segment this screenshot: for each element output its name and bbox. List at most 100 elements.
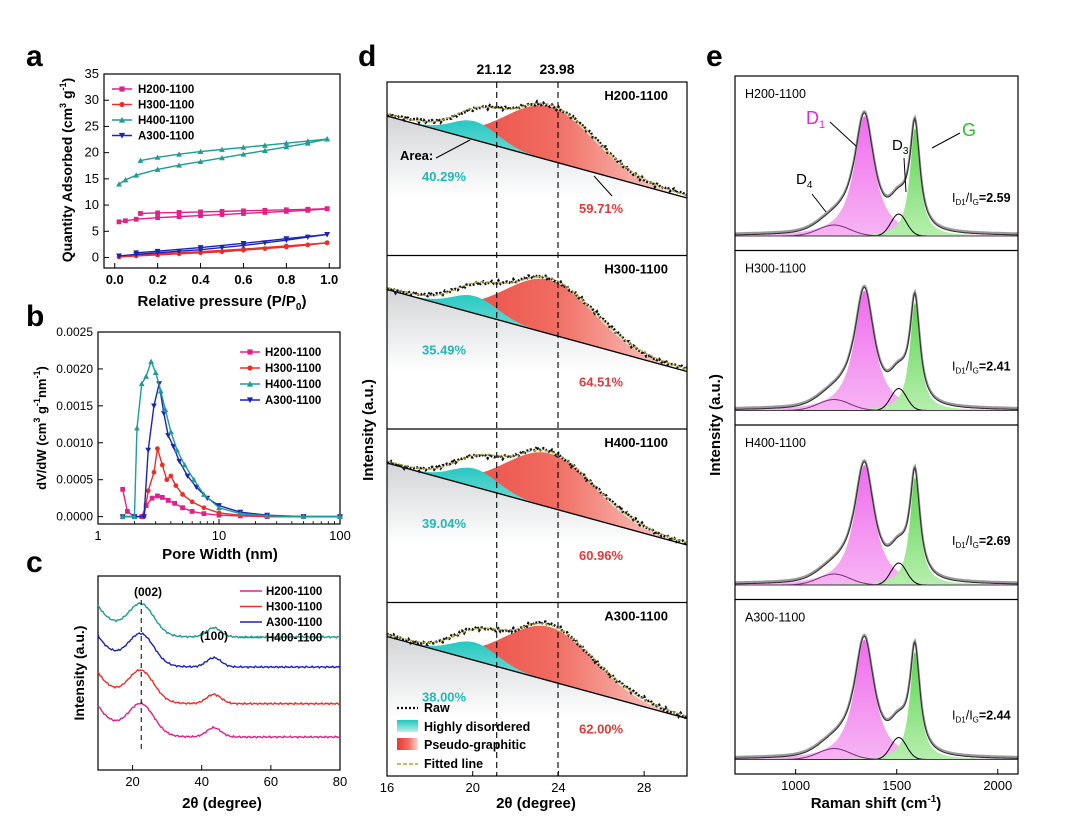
c-series-0 (97, 701, 341, 739)
d-fitted-line-0 (386, 102, 688, 197)
c-series-3 (97, 602, 341, 640)
a-point-0-desorption-9 (138, 211, 143, 216)
e-ratio-0: ID1/IG=2.59 (952, 191, 1011, 207)
b-point-2-1 (131, 513, 138, 520)
e-xtick-label-0: 1000 (781, 778, 810, 793)
b-ytick-label-2: 0.0010 (56, 436, 93, 450)
b-point-1-9 (173, 483, 179, 488)
b-legend-label-2: H400-1100 (265, 379, 321, 391)
d-highly-disordered-pct-2: 39.04% (422, 516, 467, 531)
c-legend-label-3: H400-1100 (266, 633, 322, 645)
a-point-0-desorption-6 (198, 209, 203, 215)
a-point-0-desorption-1 (305, 206, 311, 212)
e-subpanel-1: H300-1100 ID1/IG=2.41 (735, 249, 1018, 411)
b-point-2-9 (167, 428, 174, 435)
d-pseudo-graphitic-area-2 (387, 452, 687, 545)
a-legend-label-3: A300-1100 (138, 131, 194, 143)
b-point-1-12 (201, 505, 207, 511)
d-raw-line-2 (386, 444, 688, 545)
a-point-2-desorption-0 (324, 136, 331, 142)
a-point-0-adsorption-0 (116, 219, 122, 225)
b-point-2-17 (300, 513, 307, 520)
d-subpanel-title-0: H200-1100 (604, 88, 668, 103)
a-point-3-desorption-2 (240, 240, 247, 247)
d-subpanel-title-2: H400-1100 (604, 435, 668, 450)
a-ytick-label-0: 0 (92, 250, 99, 265)
panel-d-vline-label-1: 21.12 (476, 61, 511, 77)
panel-letter-b: b (26, 300, 44, 333)
b-point-3-10 (184, 473, 191, 479)
peak-label-d4: D4 (796, 171, 813, 191)
e-fit-line-3 (735, 635, 1018, 759)
a-point-0-desorption-7 (176, 210, 182, 215)
b-point-3-7 (165, 432, 172, 439)
e-subpanel-title-0: H200-1100 (745, 87, 806, 101)
b-point-1-8 (168, 473, 174, 479)
d-legend-label-1: Highly disordered (424, 720, 530, 734)
d-raw-line-0 (386, 99, 688, 197)
a-point-2-desorption-8 (154, 154, 161, 160)
d-baseline-2 (386, 462, 688, 546)
d-area-arrow-2 (593, 175, 613, 197)
b-point-3-9 (176, 458, 183, 465)
d-pseudo-graphitic-area-0 (387, 105, 687, 198)
a-point-0-adsorption-7 (241, 211, 246, 216)
panel-d-legend: Raw Highly disordered Pseudo-graphitic Fitt… (397, 701, 530, 771)
a-legend-label-2: H400-1100 (138, 115, 194, 127)
panel-letters: a b c d e (26, 40, 723, 579)
b-legend-marker-1 (247, 365, 253, 371)
c-xtick-label-2: 60 (264, 774, 278, 789)
panel-e-ticks: 1000 1500 2000 (781, 769, 1012, 793)
d-highly-disordered-pct-1: 35.49% (422, 343, 467, 358)
panel-c-ticks: 20 40 60 80 (125, 765, 347, 789)
b-point-0-11 (189, 509, 195, 514)
b-point-0-1 (125, 509, 130, 514)
peak-label-d1: D1 (806, 108, 825, 131)
b-point-2-8 (162, 406, 169, 412)
a-point-0-desorption-3 (262, 207, 268, 213)
b-point-0-5 (149, 495, 155, 501)
e-xtick-label-2: 2000 (983, 778, 1012, 793)
panel-d-subpanels: H200-1100 40.29% 59.71% H300-1100 35.49% 64.5… (386, 82, 688, 776)
a-point-3-desorption-0 (324, 232, 331, 238)
b-point-3-4 (151, 403, 157, 409)
panel-c-peak-100: (100) (200, 629, 228, 643)
a-legend-marker-3 (118, 132, 126, 139)
b-point-0-9 (172, 500, 178, 506)
b-ytick-label-3: 0.0015 (56, 399, 93, 413)
b-point-2-11 (181, 462, 188, 468)
d-pseudo-graphitic-area-1 (387, 278, 687, 372)
panel-b-frame (97, 331, 341, 525)
d-area-arrow-1 (435, 139, 471, 159)
arrow-g (931, 132, 961, 149)
a-point-2-adsorption-6 (219, 154, 225, 161)
panel-a: 0.0 0.2 0.4 0.6 0.8 1.0 0 5 10 15 20 25 30 35 H200-11… (58, 66, 341, 313)
a-point-1-desorption-1 (283, 243, 289, 249)
b-point-0-8 (165, 497, 171, 503)
a-point-2-adsorption-9 (283, 143, 290, 150)
peak-label-g: G (962, 120, 976, 140)
b-legend-label-3: A300-1100 (265, 395, 321, 407)
b-point-1-5 (155, 446, 160, 452)
b-series-0-line (122, 489, 340, 518)
d-highly-disordered-pct-3: 38.00% (422, 690, 467, 705)
panel-c-ylabel: Intensity (a.u.) (71, 626, 87, 721)
e-fit-line-0 (735, 112, 1018, 236)
b-point-1-4 (151, 469, 157, 475)
b-point-0-7 (159, 495, 165, 500)
b-point-1-10 (180, 492, 185, 497)
c-legend-label-2: A300-1100 (266, 617, 322, 629)
b-legend-label-0: H200-1100 (265, 347, 321, 359)
a-point-0-adsorption-5 (198, 213, 203, 218)
a-point-3-adsorption-0 (116, 253, 122, 259)
a-legend-marker-0 (119, 86, 125, 92)
panel-d-ticks: 16 20 24 28 (380, 771, 651, 795)
a-point-2-adsorption-8 (262, 147, 268, 153)
panel-a-legend: H200-1100 H300-1100 H400-1100 A300-1100 (112, 84, 194, 143)
a-legend-label-1: H300-1100 (138, 100, 194, 112)
a-point-3-desorption-3 (197, 245, 204, 251)
arrow-d1 (829, 121, 857, 147)
panel-e-ylabel: Intensity (a.u.) (707, 374, 724, 476)
a-xtick-label-5: 1.0 (320, 272, 338, 287)
e-subpanel-title-1: H300-1100 (745, 262, 806, 276)
